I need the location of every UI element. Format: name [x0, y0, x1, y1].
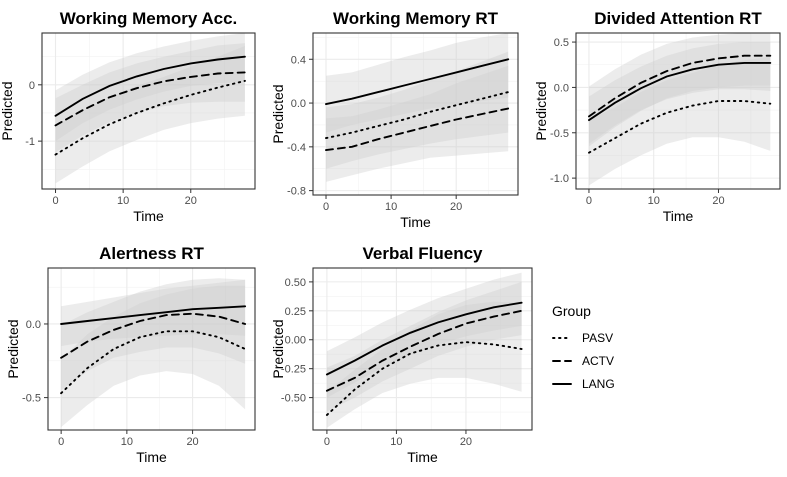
plot-area	[576, 33, 780, 189]
series-line-lang	[325, 58, 510, 106]
series-line-actv	[60, 312, 247, 359]
x-tick-label: 0	[52, 195, 58, 207]
series-line-pasv	[325, 91, 510, 140]
y-tick-label: 0.25	[285, 306, 306, 318]
y-axis-label: Predicted	[533, 81, 549, 140]
x-tick-label: 20	[186, 436, 198, 448]
x-tick-label: 10	[390, 436, 402, 448]
y-tick-label: 0.0	[554, 82, 569, 94]
series-line-actv	[588, 54, 772, 118]
x-tick-label: 10	[117, 195, 129, 207]
series-line-pasv	[54, 79, 246, 156]
confidence-band-actv	[326, 281, 522, 412]
confidence-band-pasv	[55, 46, 245, 184]
y-axis-label: Predicted	[270, 84, 286, 143]
series-line-lang	[588, 61, 772, 122]
x-tick-label: 10	[648, 195, 660, 207]
x-tick-label: 20	[450, 201, 462, 213]
x-tick-label: 0	[586, 195, 592, 207]
series-line-actv	[325, 107, 510, 152]
panel-border	[575, 32, 781, 190]
confidence-band-actv	[61, 278, 246, 391]
y-axis-label: Predicted	[0, 81, 15, 140]
plot-area	[313, 268, 532, 430]
legend: Group PASV ACTV LANG	[552, 303, 615, 391]
y-axis-label: Predicted	[270, 319, 286, 378]
x-axis-label: Time	[407, 449, 438, 465]
x-tick-label: 20	[460, 436, 472, 448]
chart-title: Verbal Fluency	[363, 244, 484, 263]
legend-label-lang: LANG	[582, 377, 615, 391]
x-axis-label: Time	[663, 208, 694, 224]
series-line-pasv	[588, 100, 772, 154]
series-line-pasv	[325, 341, 523, 416]
confidence-band-pasv	[326, 51, 509, 169]
chart-panel: 0 10 20 -0.5 0.0 Alertness RT Time Predicted	[5, 244, 256, 465]
y-tick-label: -0.50	[281, 393, 306, 405]
x-tick-label: 10	[385, 201, 397, 213]
confidence-band-lang	[589, 42, 771, 144]
y-tick-label: -0.25	[281, 364, 306, 376]
x-tick-label: 20	[185, 195, 197, 207]
x-tick-label: 0	[58, 436, 64, 448]
panel-border	[312, 32, 519, 196]
y-tick-label: -0.8	[287, 186, 306, 198]
legend-label-pasv: PASV	[582, 331, 613, 345]
series-line-lang	[60, 305, 247, 325]
chart-title: Divided Attention RT	[594, 9, 762, 28]
y-axis-label: Predicted	[5, 319, 21, 378]
x-axis-label: Time	[133, 208, 164, 224]
series-line-pasv	[60, 330, 247, 395]
confidence-band-actv	[55, 43, 245, 153]
y-tick-label: 0	[29, 80, 35, 92]
confidence-band-pasv	[326, 301, 522, 428]
chart-panel: 0 10 20 -1.0 -0.5 0.0 0.5 Divided Attention RT T…	[533, 9, 781, 224]
x-tick-label: 10	[121, 436, 133, 448]
y-tick-label: 0.0	[26, 319, 41, 331]
confidence-band-actv	[326, 65, 509, 182]
x-tick-label: 0	[323, 201, 329, 213]
chart-panel: 0 10 20 -0.8 -0.4 0.0 0.4 Working Memory RT Time…	[270, 9, 519, 230]
y-tick-label: -0.5	[22, 393, 41, 405]
series-line-actv	[325, 309, 523, 392]
chart-panel: 0 10 20 -0.50 -0.25 0.00 0.25 0.50 Verbal Fluenc…	[270, 244, 533, 465]
series-line-lang	[54, 55, 246, 117]
series-line-lang	[325, 301, 523, 376]
legend-label-actv: ACTV	[582, 354, 614, 368]
x-tick-label: 0	[324, 436, 330, 448]
y-tick-label: 0.00	[285, 335, 306, 347]
confidence-band-actv	[589, 33, 771, 147]
x-axis-label: Time	[136, 449, 167, 465]
chart-title: Working Memory RT	[333, 9, 499, 28]
legend-title: Group	[552, 303, 591, 319]
chart-title: Alertness RT	[99, 244, 204, 263]
y-tick-label: 0.50	[285, 277, 306, 289]
confidence-band-lang	[326, 272, 522, 398]
chart-panel: 0 10 20 -1 0 Working Memory Acc. Time Predicted	[0, 9, 256, 224]
panel-border	[312, 267, 533, 431]
confidence-band-pasv	[61, 285, 246, 428]
confidence-band-lang	[55, 33, 245, 142]
panel-border	[41, 32, 256, 190]
y-tick-label: -0.4	[287, 142, 306, 154]
x-axis-label: Time	[400, 214, 431, 230]
plot-area	[48, 268, 255, 430]
panel-border	[47, 267, 256, 431]
y-tick-label: -1.0	[550, 173, 569, 185]
confidence-band-pasv	[589, 56, 771, 186]
y-tick-label: 0.4	[291, 54, 306, 66]
y-tick-label: -1	[25, 136, 35, 148]
chart-title: Working Memory Acc.	[60, 9, 238, 28]
y-tick-label: -0.5	[550, 128, 569, 140]
series-line-actv	[54, 71, 246, 127]
x-tick-label: 20	[712, 195, 724, 207]
y-tick-label: 0.5	[554, 37, 569, 49]
y-tick-label: 0.0	[291, 98, 306, 110]
